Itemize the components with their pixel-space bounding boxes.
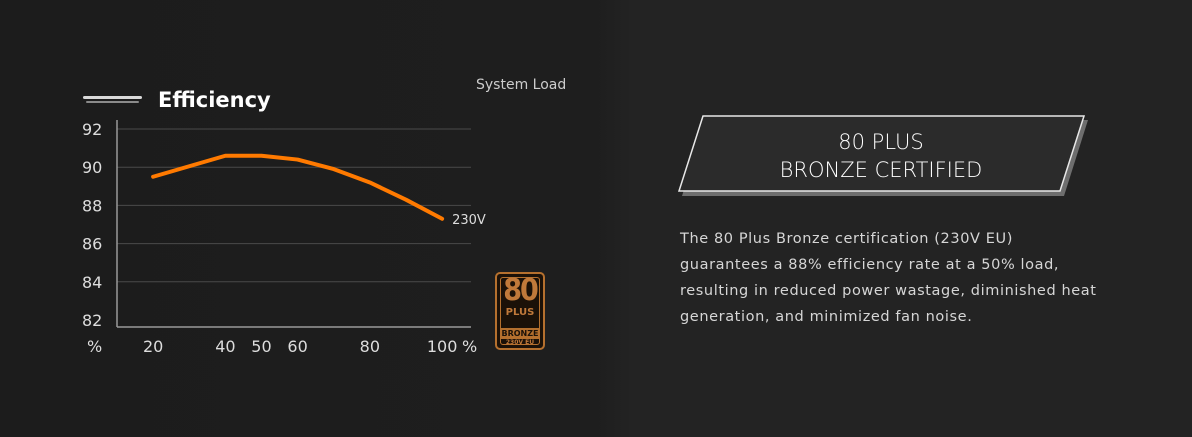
y-tick-label-82: 82 [82, 311, 102, 330]
x-tick-label-20: 20 [143, 337, 163, 356]
x-axis-label: System Load [476, 77, 566, 93]
80-plus-bronze-badge: 80 PLUS BRONZE 230V EU [495, 272, 545, 350]
chart-title: Efficiency [158, 88, 271, 112]
y-tick-label-88: 88 [82, 196, 102, 215]
banner-frame [677, 115, 1086, 192]
y-tick-label-90: 90 [82, 158, 102, 177]
y-unit-label: % [87, 337, 102, 356]
certification-title-line2: BRONZE CERTIFIED [779, 158, 983, 182]
series-layer: 230V [151, 153, 486, 228]
x-tick-label-100: 100 [427, 337, 458, 356]
certification-title-line1: 80 PLUS [838, 130, 924, 154]
x-tick-label-40: 40 [215, 337, 235, 356]
title-bar-decoration [83, 96, 142, 103]
efficiency-chart: Efficiency System Load 82 84 86 88 90 92 20 40… [82, 77, 566, 356]
certification-description: The 80 Plus Bronze certification (230V E… [680, 231, 1097, 325]
x-unit-label: % [462, 337, 477, 356]
badge-plus-label: PLUS [505, 307, 535, 318]
badge-inner-border [500, 277, 540, 345]
x-tick-labels: 20 40 50 60 80 100 [143, 337, 457, 356]
chart-axes [116, 120, 471, 328]
series-label-230V: 230V [452, 213, 486, 228]
x-tick-label-80: 80 [360, 337, 380, 356]
y-tick-labels: 82 84 86 88 90 92 [82, 120, 102, 330]
x-tick-label-60: 60 [287, 337, 307, 356]
y-tick-label-92: 92 [82, 120, 102, 139]
grid-lines [117, 128, 471, 283]
x-tick-label-50: 50 [251, 337, 271, 356]
y-tick-label-86: 86 [82, 235, 102, 254]
y-tick-label-84: 84 [82, 273, 102, 292]
right-panel-background [632, 0, 1192, 437]
badge-tier-label: BRONZE [500, 328, 540, 339]
series-line-230V [151, 153, 445, 221]
badge-voltage-label: 230V EU [505, 339, 535, 346]
badge-number: 80 [503, 273, 539, 308]
certification-banner [677, 115, 1088, 196]
